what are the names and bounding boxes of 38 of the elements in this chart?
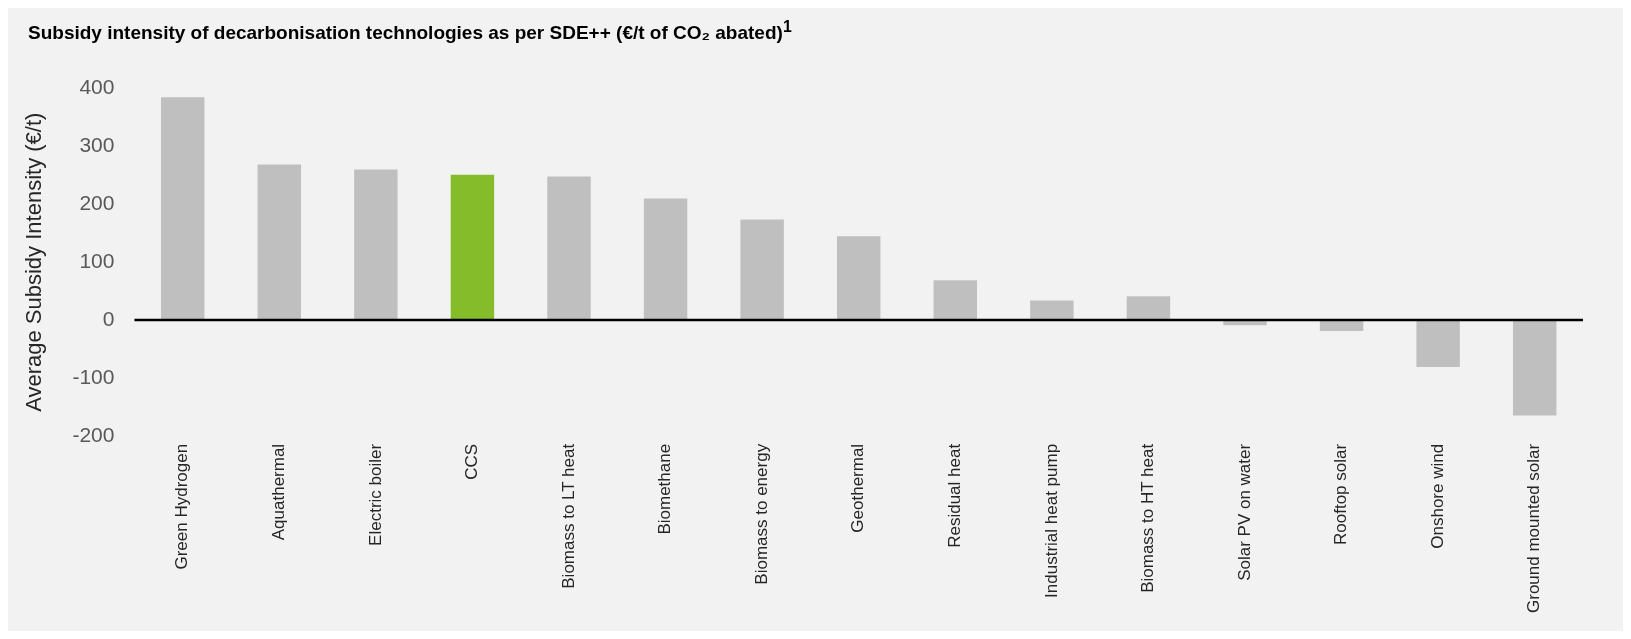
x-tick-label: Biomass to energy [751,443,771,585]
bar [1319,320,1364,332]
bar [1512,320,1557,416]
x-tick-label: Onshore wind [1427,443,1447,549]
chart-title: Subsidy intensity of decarbonisation technologies as per SDE++ (€/t of CO₂ abated)$^{1}$ [27,17,793,46]
x-tick-label: Electric boiler [365,443,385,546]
y-tick-label: 0 [102,306,115,330]
bar [836,236,881,321]
bar [160,97,205,321]
x-tick-label: Geothermal [848,443,868,533]
y-tick-label: -100 [72,364,115,388]
x-tick-label: Residual heat [944,443,964,548]
y-tick-label: 200 [79,191,115,215]
bar [933,280,978,321]
y-tick-label: 300 [79,133,115,157]
bar [1416,320,1460,367]
bar [1030,300,1074,321]
x-tick-label: Biomethane [655,443,675,535]
y-tick-label: 100 [79,249,115,273]
x-tick-label: CCS [462,443,482,480]
x-tick-label: Green Hydrogen [172,443,192,570]
bar [643,198,688,321]
y-tick-label: 400 [79,75,115,99]
y-tick-label: -200 [72,422,115,446]
bar [740,219,784,321]
x-tick-label: Biomass to LT heat [558,443,578,589]
bar [257,164,302,321]
bar [1126,296,1171,321]
x-tick-label: Rooftop solar [1331,443,1351,545]
x-tick-label: Ground mounted solar [1524,443,1544,613]
bar [547,176,591,321]
x-tick-label: Industrial heat pump [1041,443,1061,598]
bar [354,169,398,321]
x-tick-label: Aquathermal [268,443,288,541]
x-tick-label: Solar PV on water [1234,443,1254,581]
bar [450,174,495,321]
x-tick-label: Biomass to HT heat [1138,443,1158,593]
y-axis-title: Average Subsidy Intensity (€/t) [21,112,47,412]
